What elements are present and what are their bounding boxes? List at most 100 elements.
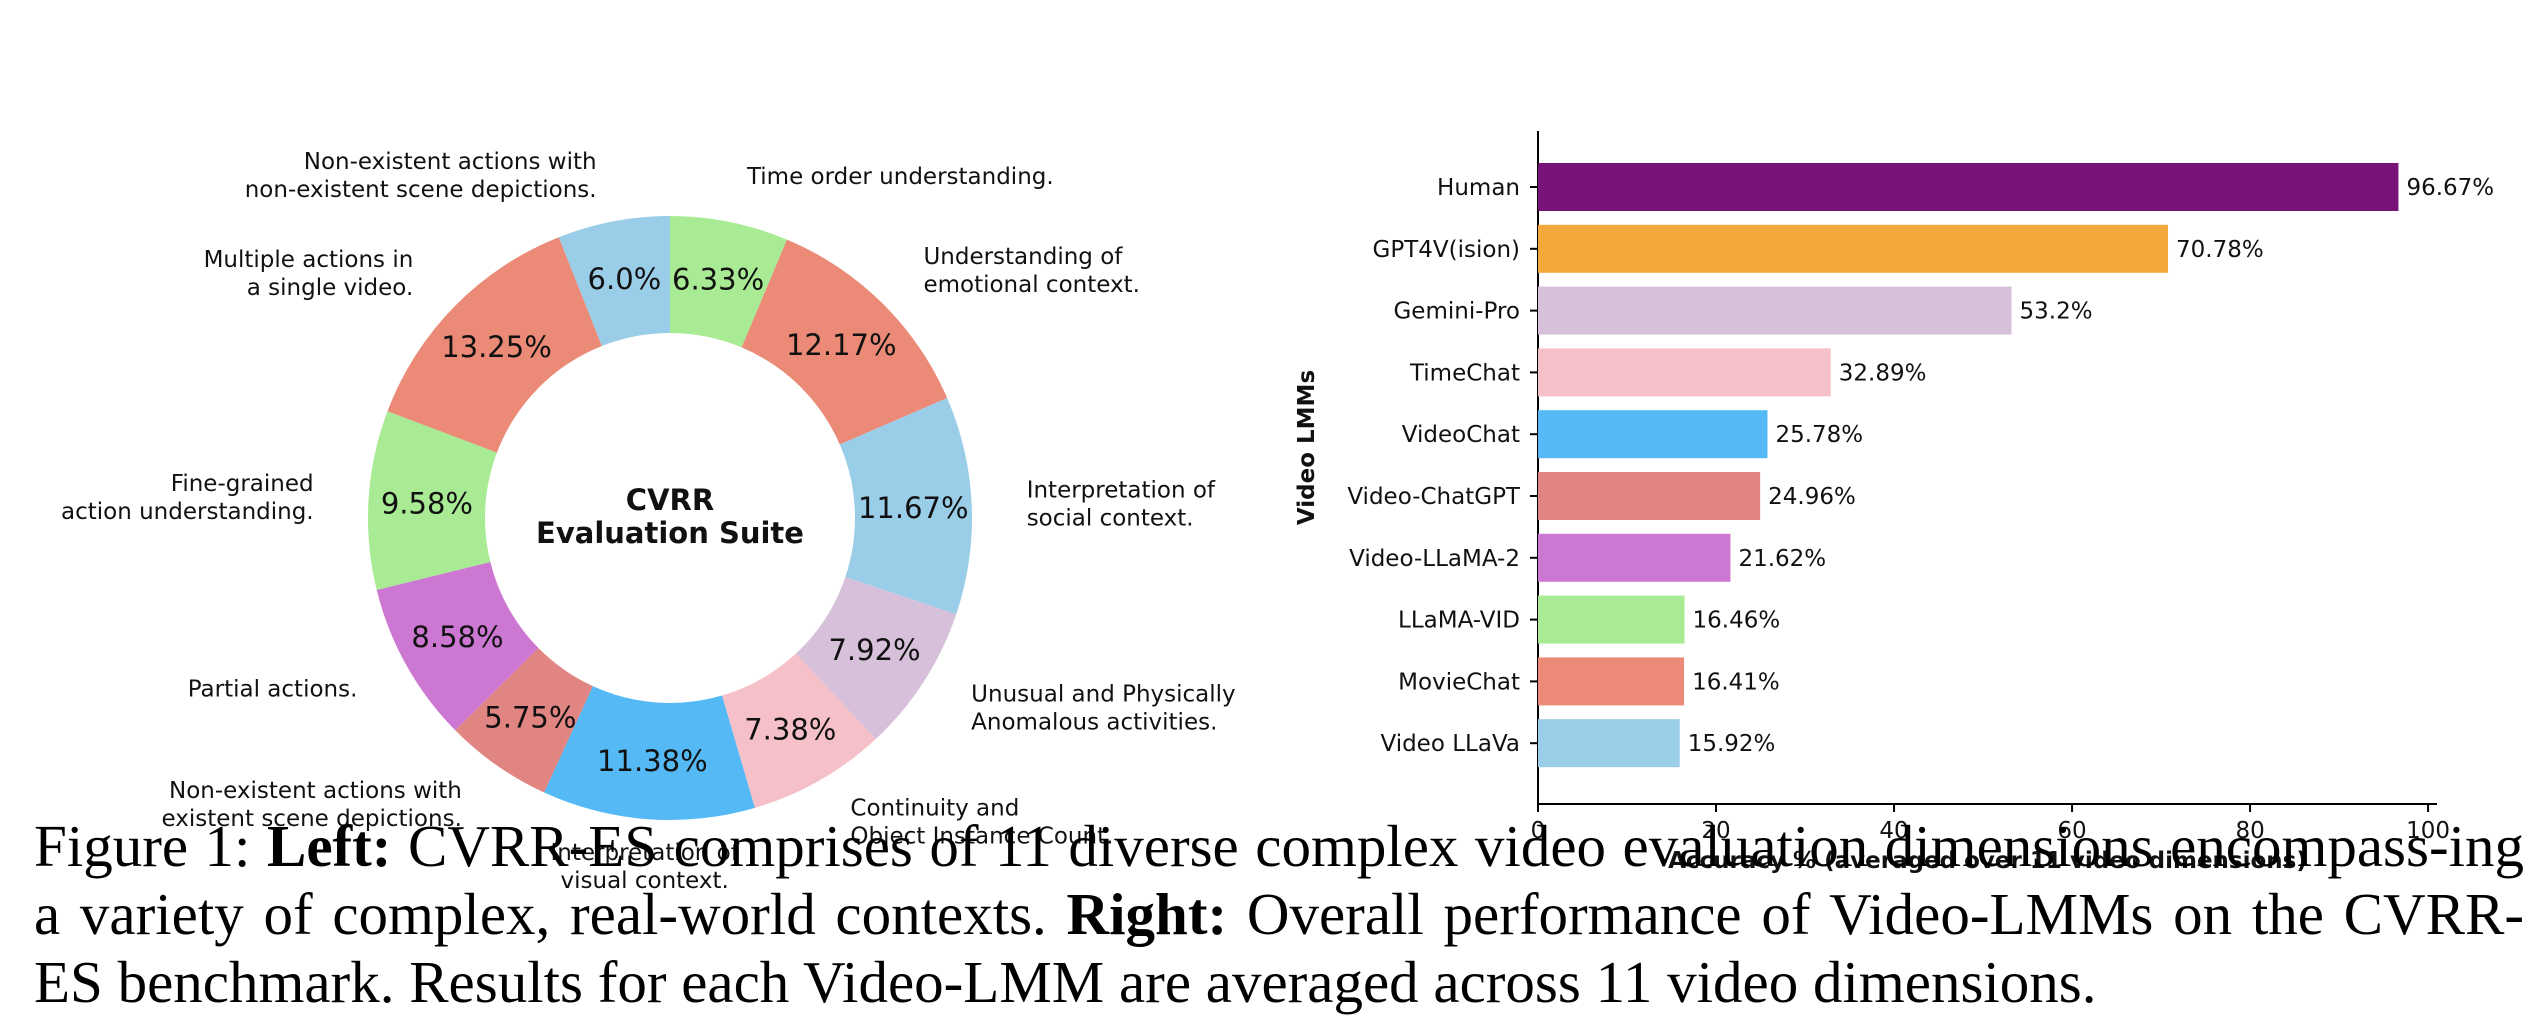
bar (1538, 348, 1831, 397)
slice-category-label-line: Continuity and (850, 795, 1019, 821)
donut-center-title: CVRR (626, 483, 714, 517)
slice-category-label: Continuity and Object Instance Count. (850, 795, 1113, 849)
slice-category-label-line: Interpretation of (551, 840, 740, 866)
donut-slice (387, 237, 602, 453)
donut-slice (670, 216, 787, 348)
slice-value-label: 6.0% (588, 262, 662, 296)
slice-category-label-line: existent scene depictions. (162, 806, 462, 832)
slice-category-label-line: action understanding. (61, 499, 314, 525)
bar (1538, 595, 1685, 644)
category-label: MovieChat (1398, 669, 1520, 695)
donut-slice (376, 562, 539, 731)
x-tick-label: 60 (2057, 818, 2086, 844)
category-label: Gemini-Pro (1393, 299, 1520, 325)
category-label: Video-ChatGPT (1347, 484, 1521, 510)
caption-figure-number: Figure 1: (34, 813, 267, 879)
bar-value-label: 16.46% (1693, 608, 1781, 634)
donut-slice (741, 239, 948, 445)
slice-value-label: 5.75% (484, 700, 576, 734)
slice-category-label-line: Multiple actions in (204, 247, 414, 273)
x-tick-label: 0 (1531, 818, 1546, 844)
x-axis-title: Accuracy % (averaged over 11 video dimen… (1668, 848, 2307, 874)
slice-category-label-line: a single video. (247, 275, 414, 301)
y-axis-title: Video LMMs (1294, 370, 1320, 525)
slice-value-label: 11.38% (597, 744, 708, 778)
bar-value-label: 24.96% (1768, 484, 1856, 510)
bar (1538, 719, 1680, 768)
bar-chart: Human 96.67% GPT4V(ision) 70.78% Gemini-Pro 5… (1294, 131, 2494, 874)
slice-category-label-line: Non-existent actions with (169, 778, 462, 804)
category-label: Video-LLaMA-2 (1349, 546, 1520, 572)
bar-value-label: 32.89% (1839, 360, 1927, 386)
category-label: GPT4V(ision) (1373, 237, 1520, 263)
slice-category-label: Fine-grained action understanding. (61, 471, 314, 525)
donut-chart: 6.33% Time order understanding. 12.17% Unde… (61, 149, 1236, 894)
slice-category-label-line: Partial actions. (188, 676, 358, 702)
caption-right-label: Right: (1066, 881, 1228, 947)
figure-caption: Figure 1: Left: CVRR-ES comprises of 11 … (34, 812, 2524, 1016)
bar (1538, 410, 1768, 459)
donut-slice (795, 577, 957, 740)
slice-category-label-line: Unusual and Physically (971, 681, 1236, 707)
category-label: LLaMA-VID (1398, 608, 1520, 634)
slice-value-label: 6.33% (672, 262, 764, 296)
slice-value-label: 12.17% (786, 328, 897, 362)
slice-value-label: 9.58% (381, 486, 473, 520)
bar (1538, 163, 2399, 211)
slice-category-label-line: Non-existent actions with (304, 149, 597, 175)
bar (1538, 533, 1731, 582)
slice-category-label: Understanding of emotional context. (923, 244, 1139, 298)
slice-category-label-line: Understanding of (923, 244, 1123, 270)
bar-value-label: 53.2% (2020, 299, 2093, 325)
bar (1538, 472, 1761, 520)
category-label: Human (1437, 175, 1520, 201)
bar (1538, 657, 1685, 706)
donut-slice (544, 686, 755, 821)
x-tick-label: 40 (1879, 818, 1908, 844)
x-tick-label: 80 (2235, 818, 2264, 844)
caption-right-text: Overall performance of Video-LMMs on the… (34, 881, 2524, 1015)
bar-value-label: 16.41% (1692, 669, 1780, 695)
category-label: TimeChat (1409, 360, 1520, 386)
donut-slice (455, 648, 593, 793)
slice-category-label: Unusual and Physically Anomalous activiti… (971, 681, 1236, 735)
slice-category-label: Interpretation of visual context. (551, 840, 740, 894)
slice-category-label-line: Time order understanding. (746, 164, 1054, 190)
donut-slice (839, 398, 972, 615)
x-tick-label: 100 (2406, 818, 2450, 844)
caption-left-label: Left: (266, 813, 392, 879)
donut-slice (558, 216, 670, 346)
slice-value-label: 7.38% (744, 713, 836, 747)
slice-category-label-line: Anomalous activities. (971, 709, 1217, 735)
category-label: VideoChat (1402, 422, 1520, 448)
bar-value-label: 21.62% (1738, 546, 1826, 572)
slice-category-label-line: emotional context. (923, 272, 1139, 298)
slice-value-label: 11.67% (858, 491, 969, 525)
slice-category-label: Multiple actions in a single video. (204, 247, 414, 301)
slice-category-label-line: Fine-grained (171, 471, 314, 497)
slice-category-label-line: social context. (1027, 505, 1194, 531)
slice-category-label: Non-existent actions with non-existent sc… (245, 149, 597, 203)
bar-value-label: 96.67% (2406, 175, 2494, 201)
slice-value-label: 7.92% (828, 633, 920, 667)
slice-value-label: 8.58% (411, 620, 503, 654)
x-tick-label: 20 (1701, 818, 1730, 844)
slice-category-label: Non-existent actions with existent scene … (162, 778, 462, 832)
slice-value-label: 13.25% (441, 330, 552, 364)
caption-left-text: CVRR-ES comprises of 11 diverse complex … (34, 813, 2524, 947)
category-label: Video LLaVa (1380, 731, 1520, 757)
slice-category-label-line: non-existent scene depictions. (245, 177, 597, 203)
slice-category-label: Interpretation of social context. (1027, 477, 1216, 531)
slice-category-label: Time order understanding. (746, 164, 1054, 190)
donut-center-title: Evaluation Suite (536, 516, 804, 550)
donut-slice (368, 411, 497, 590)
slice-category-label-line: Object Instance Count. (850, 823, 1113, 849)
bar (1538, 224, 2169, 273)
donut-slice (721, 653, 876, 808)
bar-value-label: 70.78% (2176, 237, 2264, 263)
bar-value-label: 25.78% (1775, 422, 1863, 448)
slice-category-label-line: visual context. (561, 868, 729, 894)
bar (1538, 286, 2012, 335)
bar-value-label: 15.92% (1688, 731, 1776, 757)
